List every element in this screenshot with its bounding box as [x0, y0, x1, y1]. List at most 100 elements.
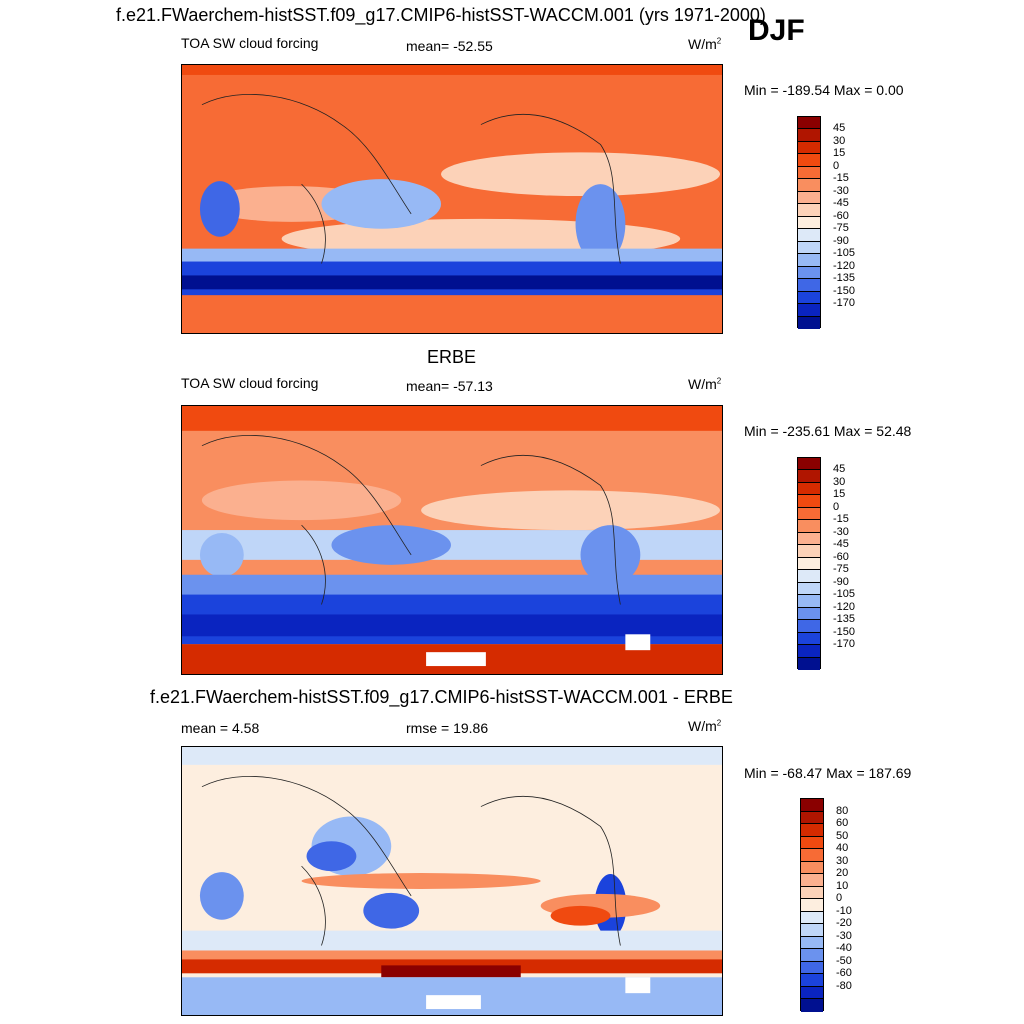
colorbar-cell [798, 545, 820, 558]
colorbar-cell [801, 961, 823, 975]
colorbar-cell [798, 266, 820, 280]
colorbar-cell [801, 824, 823, 837]
colorbar-tick-label: -60 [836, 967, 852, 980]
colorbar-cell [801, 924, 823, 937]
colorbar-tick-label: -45 [833, 197, 849, 210]
colorbar-cell [798, 166, 820, 180]
colorbar-cell [798, 557, 820, 571]
colorbar-tick-label: -75 [833, 222, 849, 235]
colorbar-cell [798, 607, 820, 621]
colorbar-tick-label: -150 [833, 284, 856, 297]
colorbar-cell [801, 911, 823, 925]
colorbar-tick-label: 15 [833, 488, 846, 501]
colorbar-tick-label: -15 [833, 513, 849, 526]
colorbar-tick-label: 80 [836, 804, 849, 817]
colorbar-tick-label: -10 [836, 904, 852, 917]
colorbar-tick-label: 0 [836, 892, 843, 905]
panel-mean-label: mean = 4.58 [181, 720, 260, 736]
colorbar-cell [798, 191, 820, 205]
colorbar-tick-label: -150 [833, 625, 856, 638]
colorbar-tick-label: -30 [833, 525, 849, 538]
colorbar-cell [801, 986, 823, 1000]
colorbar-tick-label: -90 [833, 575, 849, 588]
colorbar-cell [798, 532, 820, 546]
panel-variable-label: TOA SW cloud forcing [181, 35, 319, 51]
colorbar [800, 798, 824, 1012]
colorbar-cell [798, 458, 820, 471]
colorbar-cell [798, 129, 820, 142]
colorbar-tick-label: 0 [833, 500, 840, 513]
colorbar-cell [801, 836, 823, 850]
panel-units: W/m2 [688, 718, 722, 734]
colorbar-cell [798, 482, 820, 496]
panel-minmax: Min = -68.47 Max = 187.69 [744, 765, 912, 781]
colorbar-cell [798, 316, 820, 329]
colorbar-cell [798, 582, 820, 596]
colorbar-cell [798, 657, 820, 670]
colorbar-cell [801, 899, 823, 912]
colorbar-tick-label: 0 [833, 159, 840, 172]
colorbar-cell [798, 595, 820, 608]
colorbar-cell [801, 974, 823, 987]
colorbar-cell [798, 179, 820, 192]
colorbar-cell [798, 117, 820, 130]
colorbar-tick-label: -45 [833, 538, 849, 551]
map-field [182, 406, 722, 674]
map-plot [181, 746, 723, 1016]
colorbar-cell [798, 229, 820, 242]
colorbar-cell [798, 216, 820, 230]
colorbar-cell [801, 949, 823, 962]
map-plot [181, 405, 723, 675]
colorbar-tick-label: 45 [833, 463, 846, 476]
colorbar-tick-label: -30 [836, 929, 852, 942]
colorbar-cell [801, 799, 823, 812]
panel-heading: ERBE [427, 347, 477, 367]
colorbar-tick-label: 50 [836, 829, 849, 842]
panel-mean-label: mean= -52.55 [406, 38, 493, 54]
colorbar-tick-label: -80 [836, 979, 852, 992]
panel-units: W/m2 [688, 376, 722, 392]
colorbar-tick-label: 20 [836, 867, 849, 880]
map-field [182, 747, 722, 1015]
colorbar-tick-label: -60 [833, 209, 849, 222]
colorbar-cell [798, 254, 820, 267]
panel-variable-label: TOA SW cloud forcing [181, 375, 319, 391]
colorbar-tick-label: -15 [833, 172, 849, 185]
colorbar-tick-label: -20 [836, 917, 852, 930]
colorbar-cell [798, 154, 820, 167]
colorbar-tick-label: -170 [833, 297, 856, 310]
colorbar-cell [798, 291, 820, 305]
colorbar [797, 116, 821, 329]
colorbar-tick-label: 30 [833, 475, 846, 488]
colorbar-cell [798, 204, 820, 217]
colorbar-tick-label: -120 [833, 259, 856, 272]
colorbar-cell [798, 632, 820, 646]
colorbar-cell [801, 999, 823, 1012]
colorbar-cell [798, 241, 820, 255]
colorbar-tick-label: -50 [836, 954, 852, 967]
colorbar-tick-label: -60 [833, 550, 849, 563]
colorbar-tick-label: -105 [833, 588, 856, 601]
colorbar-tick-label: 10 [836, 879, 849, 892]
colorbar-cell [798, 570, 820, 583]
colorbar-cell [798, 645, 820, 658]
colorbar-cell [801, 861, 823, 875]
colorbar-tick-label: -90 [833, 234, 849, 247]
colorbar-tick-label: 15 [833, 147, 846, 160]
panel-rmse-label: rmse = 19.86 [406, 720, 489, 736]
colorbar-tick-label: -120 [833, 600, 856, 613]
colorbar-tick-label: -40 [836, 942, 852, 955]
colorbar-cell [798, 470, 820, 483]
colorbar-tick-label: 45 [833, 122, 846, 135]
colorbar-tick-label: 40 [836, 842, 849, 855]
colorbar-cell [801, 936, 823, 950]
colorbar-cell [801, 811, 823, 825]
panel-heading: f.e21.FWaerchem-histSST.f09_g17.CMIP6-hi… [150, 687, 733, 707]
colorbar-cell [801, 886, 823, 900]
colorbar-tick-label: 60 [836, 817, 849, 830]
map-field [182, 65, 722, 333]
colorbar-tick-label: 30 [833, 134, 846, 147]
colorbar-tick-label: -170 [833, 638, 856, 651]
colorbar-tick-label: -30 [833, 184, 849, 197]
colorbar [797, 457, 821, 670]
